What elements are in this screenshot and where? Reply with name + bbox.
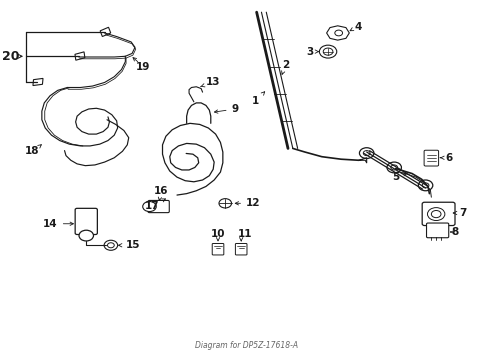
FancyBboxPatch shape xyxy=(421,202,454,226)
Text: 2: 2 xyxy=(281,60,288,75)
Text: 7: 7 xyxy=(452,208,466,218)
Circle shape xyxy=(219,199,231,208)
Text: Diagram for DP5Z-17618-A: Diagram for DP5Z-17618-A xyxy=(195,341,298,350)
Text: 6: 6 xyxy=(439,153,452,163)
FancyBboxPatch shape xyxy=(423,150,438,166)
Polygon shape xyxy=(326,26,348,40)
Circle shape xyxy=(363,150,369,156)
Polygon shape xyxy=(33,78,43,86)
Text: 14: 14 xyxy=(43,219,73,229)
Text: 12: 12 xyxy=(235,198,260,208)
Text: 8: 8 xyxy=(450,227,457,237)
Text: 18: 18 xyxy=(25,145,40,156)
Text: 15: 15 xyxy=(118,240,140,250)
Polygon shape xyxy=(100,27,110,36)
Text: 10: 10 xyxy=(210,229,225,239)
Circle shape xyxy=(386,162,401,173)
Text: 11: 11 xyxy=(237,229,251,239)
FancyBboxPatch shape xyxy=(148,201,169,213)
Text: 4: 4 xyxy=(349,22,361,32)
Circle shape xyxy=(390,165,397,170)
Text: 17: 17 xyxy=(144,199,165,211)
Circle shape xyxy=(427,208,444,221)
Text: 3: 3 xyxy=(305,46,319,57)
FancyBboxPatch shape xyxy=(426,223,448,238)
Text: 5: 5 xyxy=(391,172,406,182)
Text: 9: 9 xyxy=(214,104,238,114)
Circle shape xyxy=(323,48,332,55)
Circle shape xyxy=(430,211,440,218)
Circle shape xyxy=(421,183,428,188)
Text: 13: 13 xyxy=(200,77,220,87)
Circle shape xyxy=(142,202,156,212)
Circle shape xyxy=(359,148,373,158)
Polygon shape xyxy=(75,52,85,60)
FancyBboxPatch shape xyxy=(212,243,224,255)
Text: 20: 20 xyxy=(2,50,19,63)
Circle shape xyxy=(319,45,336,58)
Text: 16: 16 xyxy=(154,186,168,201)
Circle shape xyxy=(417,180,432,191)
FancyBboxPatch shape xyxy=(75,208,97,234)
Circle shape xyxy=(79,230,93,241)
Circle shape xyxy=(107,243,114,248)
Text: 19: 19 xyxy=(136,62,150,72)
Circle shape xyxy=(104,240,118,250)
FancyBboxPatch shape xyxy=(235,243,246,255)
Circle shape xyxy=(334,30,342,36)
Text: 1: 1 xyxy=(251,92,264,106)
